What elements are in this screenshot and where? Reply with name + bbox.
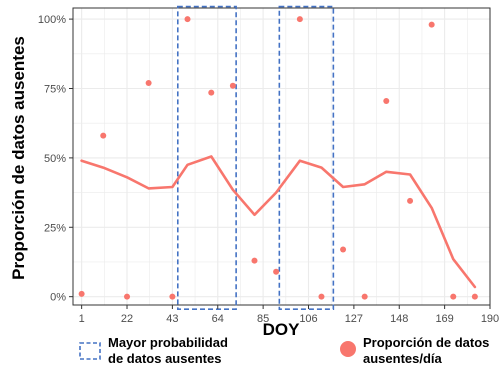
- data-point: [318, 294, 324, 300]
- y-axis-label: Proporción de datos ausentes: [9, 36, 28, 280]
- data-point: [230, 83, 236, 89]
- legend-label-points: Proporción de datos: [363, 335, 489, 350]
- x-tick-label: 1: [79, 313, 85, 325]
- data-point: [100, 133, 106, 139]
- legend-label-points: ausentes/día: [363, 351, 443, 366]
- y-tick-label: 100%: [38, 14, 66, 26]
- x-tick-label: 106: [299, 313, 317, 325]
- legend-label-regions: de datos ausentes: [108, 351, 221, 366]
- data-point: [251, 258, 257, 264]
- x-tick-label: 169: [435, 313, 453, 325]
- x-tick-label: 43: [166, 313, 178, 325]
- legend-key-point: [340, 341, 356, 357]
- data-point: [450, 294, 456, 300]
- data-point: [273, 269, 279, 275]
- data-point: [429, 22, 435, 28]
- x-axis-label: DOY: [263, 320, 301, 339]
- x-tick-label: 64: [212, 313, 224, 325]
- data-point: [383, 98, 389, 104]
- data-point: [362, 294, 368, 300]
- data-point: [146, 80, 152, 86]
- x-tick-label: 190: [481, 313, 499, 325]
- data-point: [407, 198, 413, 204]
- data-point: [472, 294, 478, 300]
- data-point: [340, 246, 346, 252]
- data-point: [124, 294, 130, 300]
- x-tick-label: 22: [121, 313, 133, 325]
- x-tick-label: 127: [345, 313, 363, 325]
- x-tick-label: 148: [390, 313, 408, 325]
- y-tick-label: 50%: [44, 153, 66, 165]
- y-tick-label: 25%: [44, 222, 66, 234]
- y-tick-label: 75%: [44, 83, 66, 95]
- data-point: [79, 291, 85, 297]
- data-point: [208, 90, 214, 96]
- data-point: [169, 294, 175, 300]
- legend-label-regions: Mayor probabilidad: [108, 335, 228, 350]
- data-point: [297, 16, 303, 22]
- y-tick-label: 0%: [50, 292, 66, 304]
- data-point: [185, 16, 191, 22]
